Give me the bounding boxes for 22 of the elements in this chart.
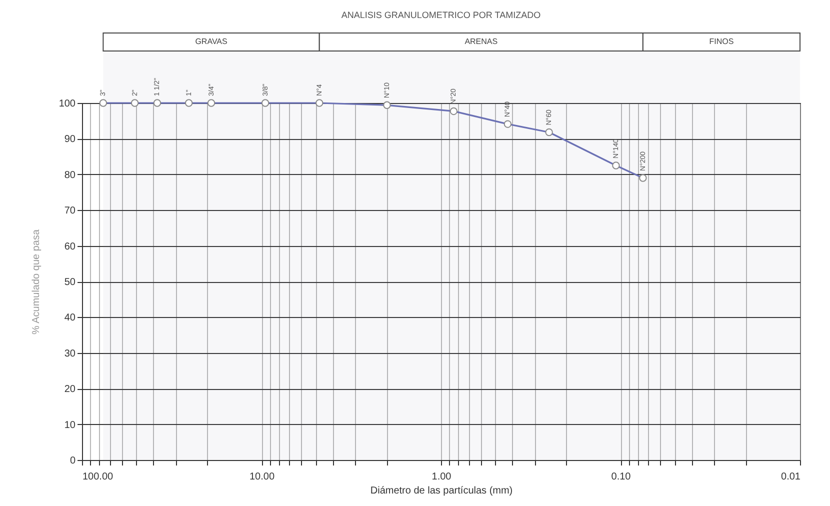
chart-title: ANALISIS GRANULOMETRICO POR TAMIZADO [341,10,541,20]
y-tick-label: 40 [64,312,76,324]
x-tick-label: 100.00 [82,472,114,482]
x-axis-title: Diámetro de las partículas (mm) [370,486,513,496]
x-tick-label: 1.00 [432,472,452,482]
band-label: ARENAS [464,37,498,46]
y-tick-label: 80 [64,170,76,181]
x-tick-label: 0.10 [611,472,632,482]
band-label: GRAVAS [195,37,228,46]
y-tick-label: 0 [70,456,76,466]
y-axis-title: % Acumulado que pasa [30,229,42,335]
y-tick-label: 50 [64,277,76,288]
y-tick-label: 100 [58,98,76,110]
y-tick-label: 10 [64,420,76,431]
y-tick-label: 30 [64,348,76,360]
y-tick-label: 70 [64,206,76,217]
y-tick-label: 60 [64,241,76,252]
x-tick-label: 10.00 [249,472,275,482]
x-tick-label: 0.01 [781,472,801,482]
band-label: FINOS [709,37,734,46]
y-tick-label: 90 [64,134,76,146]
y-tick-label: 20 [64,384,76,396]
